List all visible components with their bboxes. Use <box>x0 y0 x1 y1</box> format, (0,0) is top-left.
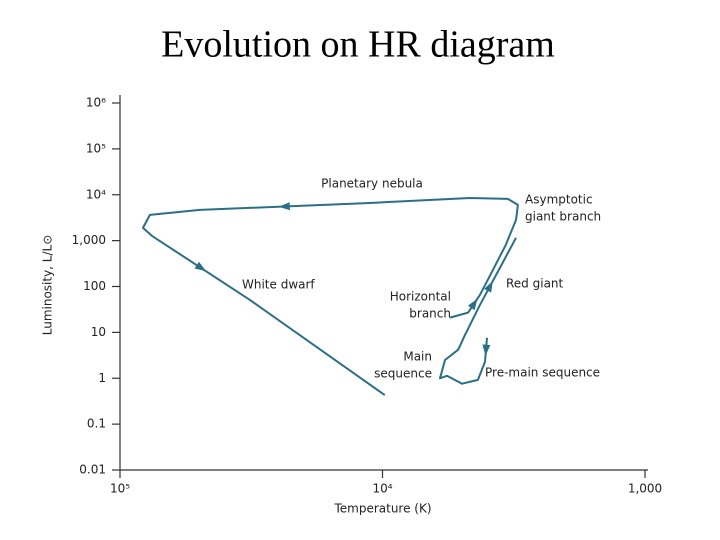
annotation: Asymptotic <box>525 193 593 207</box>
direction-arrow <box>278 202 290 211</box>
annotation: giant branch <box>525 210 601 224</box>
x-axis-label: Temperature (K) <box>333 502 431 516</box>
direction-arrow <box>482 344 491 356</box>
annotation: Pre-main sequence <box>485 366 600 380</box>
x-tick-label: 10⁵ <box>110 482 130 496</box>
y-tick-label: 100 <box>83 279 106 293</box>
y-tick-label: 10 <box>91 325 106 339</box>
annotation: Horizontal <box>390 290 451 304</box>
annotation: Planetary nebula <box>321 177 423 191</box>
y-tick-label: 0.01 <box>79 463 106 477</box>
direction-arrow <box>467 298 478 311</box>
x-tick-label: 1,000 <box>628 482 662 496</box>
y-tick-label: 10⁴ <box>86 187 106 201</box>
annotation: sequence <box>374 367 432 381</box>
annotation: White dwarf <box>242 278 315 292</box>
direction-arrow <box>484 281 493 293</box>
chart-title: Evolution on HR diagram <box>161 24 555 66</box>
evolution-track <box>142 197 519 396</box>
y-axis-label: Luminosity, L/L⊙ <box>41 235 55 336</box>
y-tick-label: 10⁵ <box>86 141 106 155</box>
annotation: Main <box>403 350 432 364</box>
annotation: Red giant <box>506 277 564 291</box>
annotation: branch <box>409 307 451 321</box>
x-tick-label: 10⁴ <box>372 482 392 496</box>
y-tick-label: 0.1 <box>87 417 106 431</box>
direction-arrow <box>194 261 206 272</box>
y-tick-label: 1 <box>98 371 106 385</box>
y-tick-label: 1,000 <box>72 233 106 247</box>
y-tick-label: 10⁶ <box>86 96 106 110</box>
